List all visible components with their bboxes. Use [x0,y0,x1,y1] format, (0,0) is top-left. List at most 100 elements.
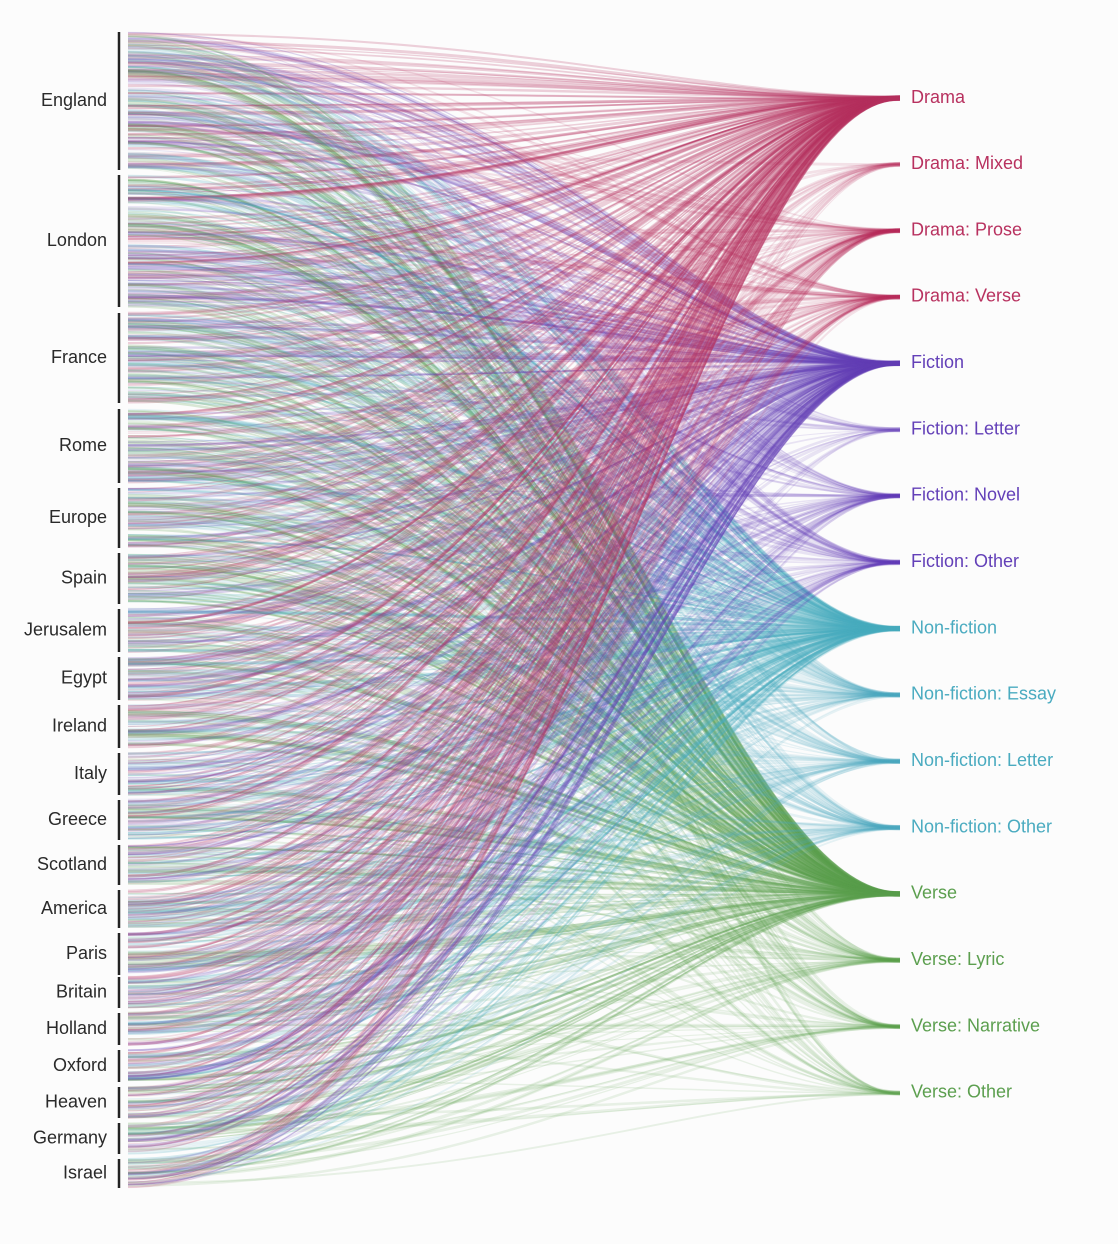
flow-line [127,690,901,763]
flow-line [127,627,901,946]
flow-line [127,96,901,108]
flow-line [127,361,901,469]
flow-line [127,504,901,895]
flow-line [127,295,901,895]
flow-line [127,161,901,521]
flow-line [127,611,901,630]
flow-line [127,628,901,883]
flow-line [127,97,901,415]
source-label: Heaven [45,1091,107,1111]
flow-line [127,494,901,851]
flow-line [127,295,901,1040]
flow-line [127,500,901,895]
flow-line [127,97,901,240]
flow-line [127,892,901,1081]
flow-line [127,894,901,1006]
flow-line [127,97,901,220]
flow-line [127,98,901,707]
flow-line [127,230,901,629]
flow-line [127,231,901,691]
flow-line [127,361,901,559]
flow-line [127,695,901,762]
flow-line [127,794,901,962]
flow-line [127,427,901,710]
flow-line [127,97,901,910]
flow-line [127,97,901,502]
flow-line [127,228,901,1090]
flow-line [127,69,901,896]
flow-line [127,894,901,1134]
flow-line [127,761,901,874]
flow-line [127,232,901,698]
flow-line [127,628,901,877]
flow-line [127,892,901,1118]
flow-line [127,693,901,1028]
flow-line [127,230,901,898]
flow-line [127,892,901,960]
flow-line [127,493,901,966]
flow-line [127,196,901,895]
flow-line [127,626,901,1135]
flow-line [127,510,901,896]
flow-line [127,360,901,451]
flow-line [127,334,901,629]
flow-line [127,97,901,923]
flow-line [127,1024,901,1028]
source-label: Jerusalem [24,619,107,639]
flow-line [127,96,901,299]
flow-line [127,229,901,956]
flow-line [127,626,901,903]
flow-line [127,376,901,829]
flow-line [127,496,901,955]
flow-line [127,810,901,829]
flow-line [127,362,901,974]
flow-line [127,96,901,1046]
flow-line [127,362,901,1078]
flow-line [127,273,901,365]
flow-line [127,362,901,447]
flow-line [127,296,901,481]
flow-line [127,826,901,1034]
flow-line [127,892,901,1174]
flow-line [127,416,901,764]
flow-line [127,98,901,1143]
flow-line [127,758,901,875]
flow-line [127,479,901,629]
flow-line [127,295,901,1031]
flow-line [127,362,901,963]
flow-line [127,626,901,807]
flow-line [127,421,901,962]
flow-line [127,362,901,613]
flow-line [127,178,901,894]
flow-line [127,694,901,907]
flow-line [127,327,901,632]
flow-line [127,891,901,996]
flow-line [127,75,901,100]
flow-line [127,97,901,136]
flow-line [127,953,901,1027]
flow-line [127,761,901,851]
flow-line [127,294,901,353]
flow-line [127,201,901,962]
flow-line [127,96,901,1128]
flow-line [127,196,901,764]
flow-line [127,155,901,829]
flow-line [127,162,901,365]
flow-line [127,658,901,896]
flow-line [127,290,901,631]
flow-line [127,581,901,897]
flow-line [127,80,901,364]
flow-line [127,760,901,983]
flow-line [127,196,901,497]
flow-line [127,96,901,1027]
flow-line [127,282,901,697]
flow-line [127,65,901,631]
flow-line [127,137,901,763]
flow-line [127,98,901,624]
flow-line [127,166,901,630]
flow-line [127,36,901,365]
flow-line [127,815,901,896]
flow-line [127,363,901,847]
flow-line [127,505,901,1028]
flow-line [127,95,901,579]
